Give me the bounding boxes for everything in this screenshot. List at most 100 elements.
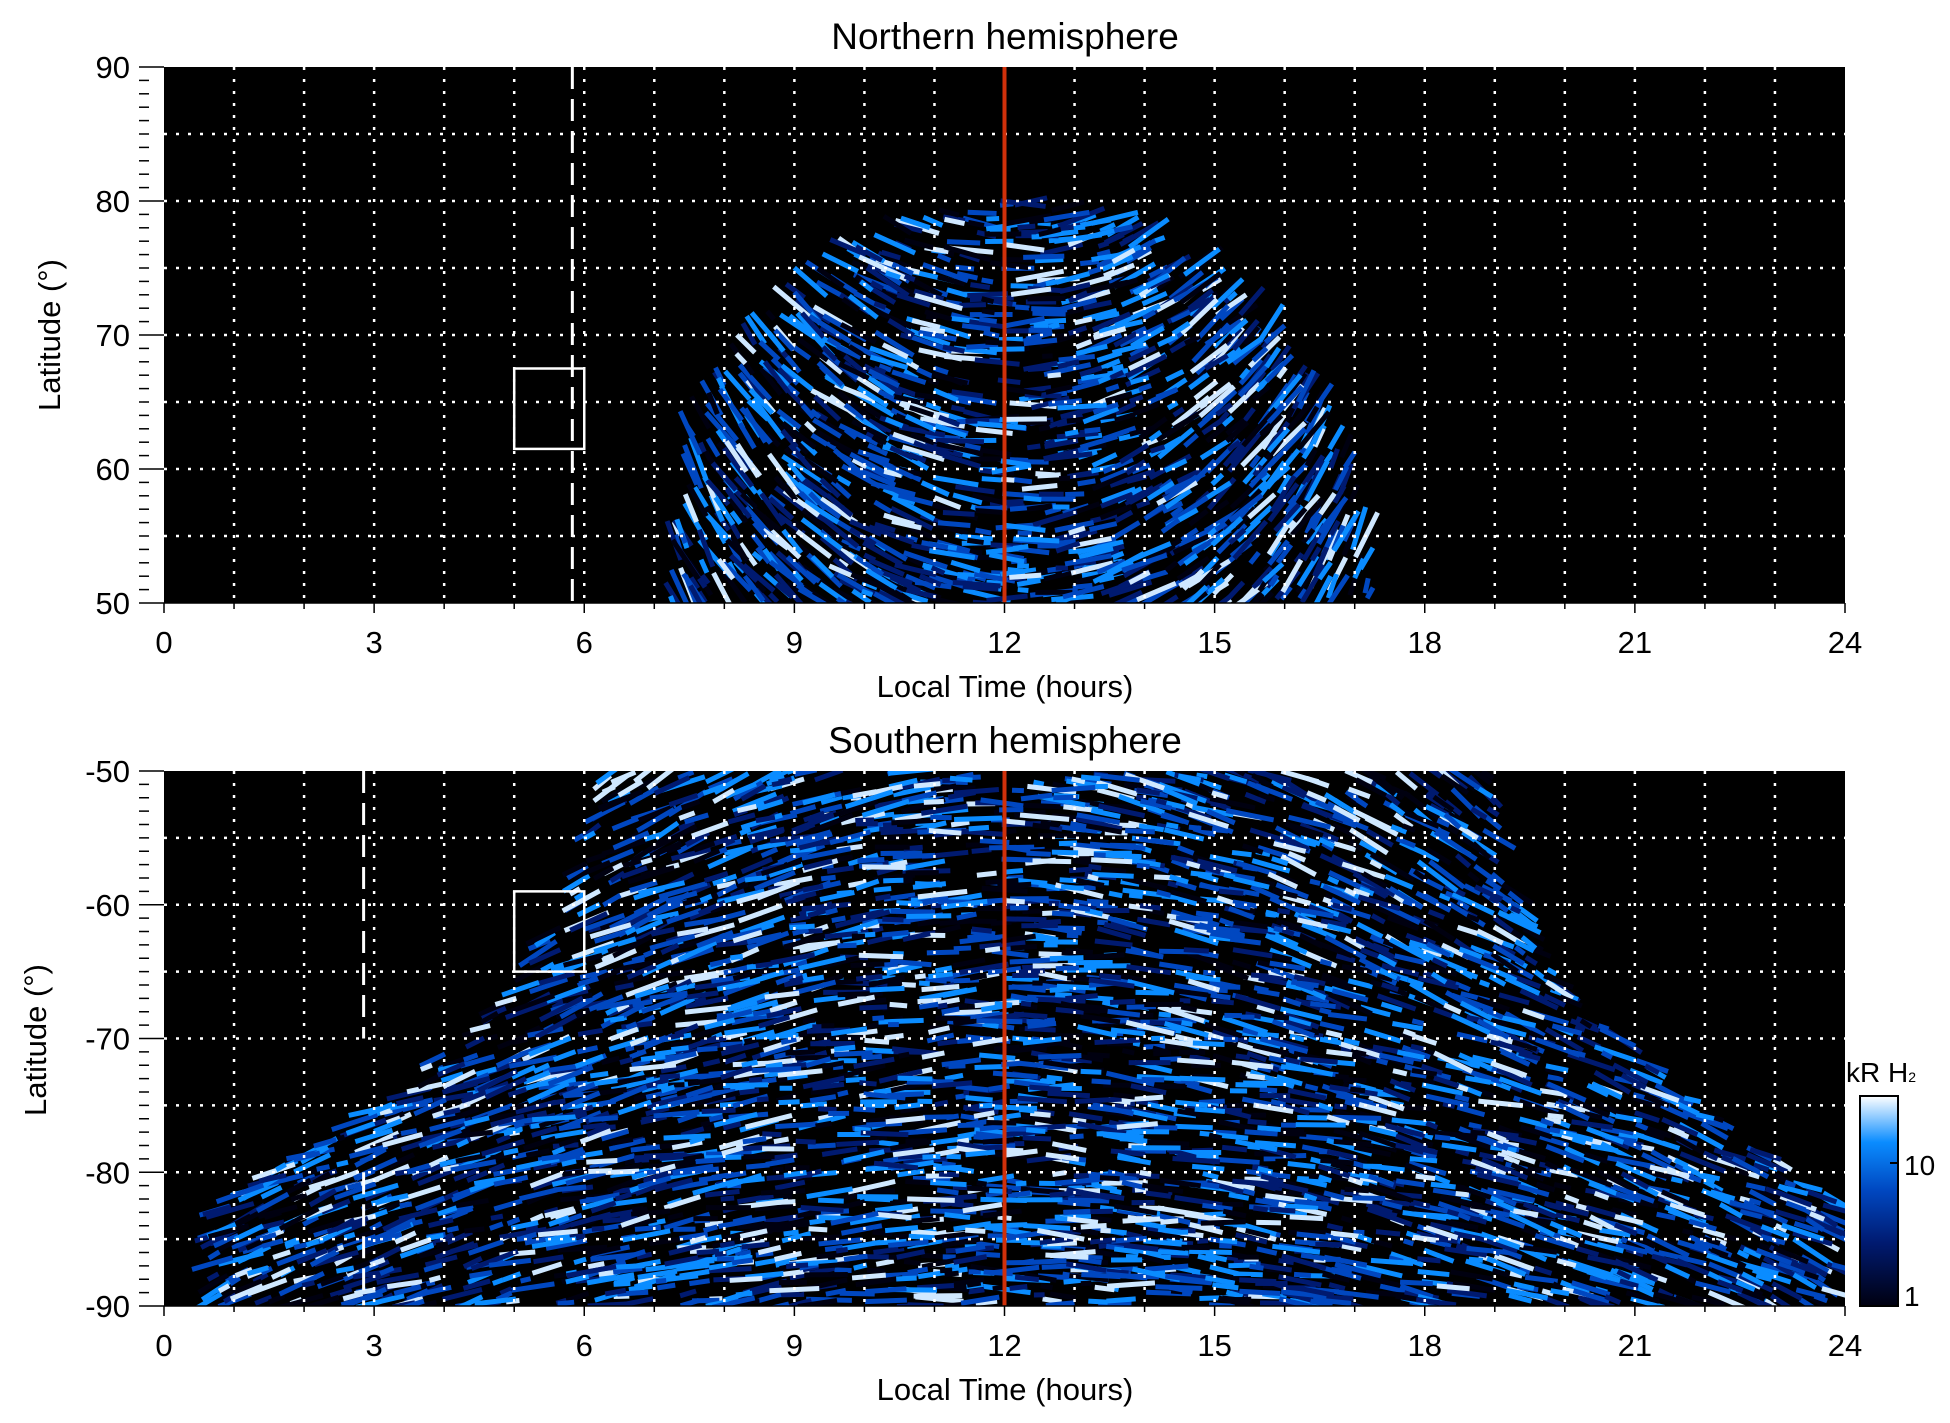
- emission-stroke: [545, 1237, 588, 1251]
- emission-stroke: [1798, 1297, 1815, 1306]
- emission-stroke: [883, 468, 903, 479]
- emission-stroke: [1229, 924, 1269, 934]
- emission-stroke: [1090, 807, 1121, 819]
- emission-stroke: [921, 1256, 961, 1270]
- emission-stroke: [898, 1051, 910, 1059]
- emission-stroke: [1177, 538, 1213, 567]
- emission-stroke: [1204, 1252, 1228, 1263]
- emission-stroke: [1574, 1024, 1586, 1033]
- emission-stroke: [803, 499, 840, 525]
- emission-stroke: [1702, 1150, 1719, 1162]
- emission-stroke: [677, 410, 703, 456]
- emission-stroke: [1507, 890, 1524, 906]
- emission-stroke: [1778, 1260, 1812, 1277]
- emission-stroke: [1333, 465, 1350, 491]
- emission-stroke: [1289, 1033, 1305, 1043]
- emission-stroke: [1062, 584, 1105, 600]
- emission-stroke: [760, 812, 798, 826]
- emission-stroke: [677, 939, 718, 962]
- emission-stroke: [705, 437, 721, 458]
- emission-stroke: [1157, 427, 1195, 460]
- emission-stroke: [544, 1206, 575, 1219]
- emission-stroke: [660, 1064, 687, 1074]
- emission-stroke: [837, 451, 853, 464]
- emission-stroke: [1424, 1234, 1458, 1244]
- emission-stroke: [753, 870, 796, 892]
- emission-stroke: [792, 979, 837, 996]
- emission-stroke: [1136, 580, 1177, 603]
- emission-stroke: [1358, 886, 1375, 897]
- emission-stroke: [885, 1115, 926, 1125]
- emission-stroke: [1800, 1254, 1830, 1274]
- emission-stroke: [918, 329, 957, 342]
- emission-stroke: [475, 1066, 497, 1077]
- emission-stroke: [868, 557, 905, 577]
- emission-stroke: [777, 367, 794, 384]
- emission-stroke: [1622, 1138, 1643, 1151]
- emission-stroke: [711, 520, 728, 545]
- emission-stroke: [1614, 1258, 1659, 1283]
- emission-stroke: [1100, 486, 1137, 504]
- emission-stroke: [1185, 974, 1221, 983]
- emission-stroke: [1331, 988, 1369, 1003]
- emission-stroke: [1319, 573, 1350, 603]
- emission-stroke: [919, 416, 966, 429]
- emission-stroke: [1551, 1023, 1583, 1036]
- emission-stroke: [834, 382, 877, 403]
- emission-stroke: [207, 1223, 250, 1240]
- emission-stroke: [735, 333, 757, 355]
- emission-stroke: [660, 942, 680, 956]
- emission-stroke: [971, 926, 993, 934]
- emission-stroke: [808, 313, 852, 344]
- emission-stroke: [1297, 587, 1308, 600]
- emission-stroke: [884, 1033, 904, 1041]
- emission-stroke: [1522, 1201, 1557, 1219]
- emission-stroke: [493, 1198, 523, 1212]
- emission-stroke: [1057, 359, 1080, 370]
- emission-stroke: [1414, 994, 1451, 1014]
- emission-stroke: [1278, 1257, 1295, 1266]
- emission-stroke: [1125, 353, 1168, 379]
- emission-stroke: [868, 524, 915, 546]
- emission-stroke: [1510, 1162, 1545, 1182]
- emission-stroke: [1679, 1151, 1727, 1174]
- emission-stroke: [721, 446, 755, 488]
- emission-stroke: [1335, 953, 1356, 964]
- emission-stroke: [1543, 973, 1575, 990]
- emission-stroke: [930, 814, 952, 821]
- emission-stroke: [728, 496, 748, 524]
- emission-stroke: [705, 1205, 751, 1211]
- emission-stroke: [1091, 452, 1118, 468]
- emission-stroke: [938, 207, 960, 218]
- emission-stroke: [215, 1182, 265, 1205]
- emission-stroke: [1239, 1288, 1281, 1296]
- emission-stroke: [818, 1197, 844, 1204]
- emission-stroke: [1033, 323, 1049, 330]
- emission-stroke: [1333, 1127, 1364, 1141]
- emission-stroke: [850, 572, 895, 595]
- emission-stroke: [1394, 771, 1418, 791]
- emission-stroke: [1597, 1169, 1640, 1195]
- emission-stroke: [1124, 772, 1166, 791]
- emission-stroke: [682, 444, 704, 490]
- emission-stroke: [618, 1076, 656, 1091]
- emission-stroke: [1632, 1131, 1681, 1151]
- emission-stroke: [212, 1233, 240, 1249]
- emission-stroke: [347, 1181, 362, 1191]
- emission-stroke: [1677, 1239, 1721, 1257]
- emission-stroke: [1052, 1170, 1067, 1178]
- emission-stroke: [629, 1036, 647, 1047]
- emission-stroke: [1047, 372, 1062, 379]
- emission-stroke: [974, 357, 1020, 367]
- emission-stroke: [1113, 1246, 1162, 1258]
- emission-stroke: [820, 874, 836, 882]
- emission-stroke: [600, 1128, 630, 1142]
- emission-stroke: [1075, 877, 1105, 888]
- emission-stroke: [569, 911, 609, 933]
- emission-stroke: [1238, 358, 1264, 386]
- emission-stroke: [1547, 1074, 1564, 1082]
- emission-stroke: [1004, 1148, 1038, 1158]
- emission-stroke: [533, 1254, 564, 1265]
- emission-stroke: [579, 1128, 612, 1145]
- emission-stroke: [1534, 1233, 1576, 1251]
